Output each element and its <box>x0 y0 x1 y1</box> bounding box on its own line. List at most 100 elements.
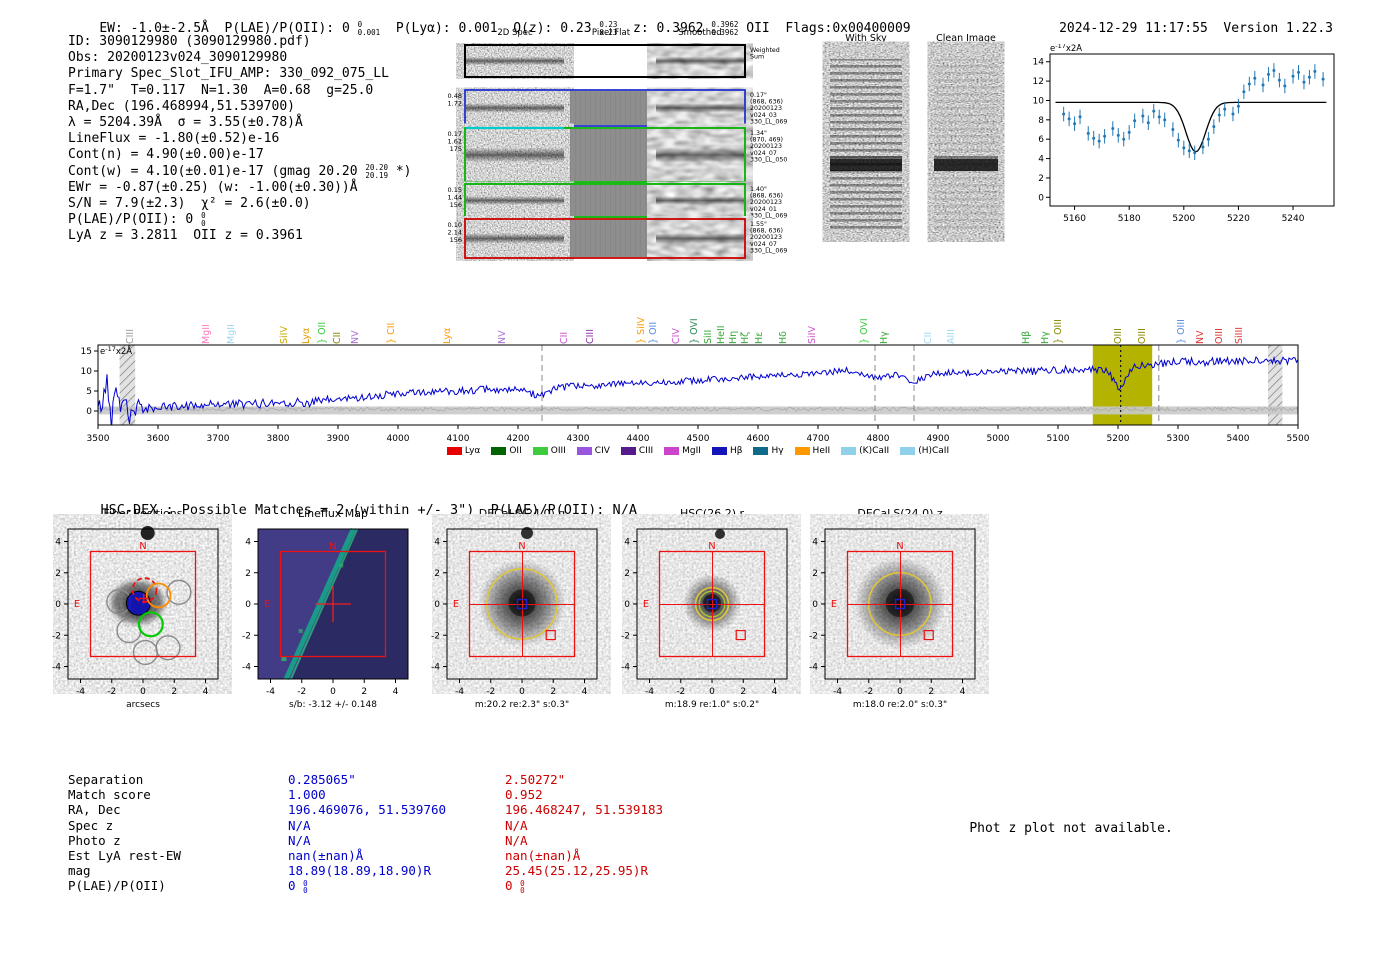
legend-label: Lyα <box>464 446 481 456</box>
z-stack: 0.3962 0.3962 <box>711 20 739 37</box>
legend-item: OIII <box>532 446 566 456</box>
legend-swatch <box>532 447 548 455</box>
panel-xlabel: m:18.9 re:1.0" s:0.2" <box>665 700 759 710</box>
y-tick-label: 2 <box>55 569 61 579</box>
compass-north-label: N <box>329 541 336 552</box>
y-tick-label: 4 <box>434 538 440 548</box>
legend-item: (H)CaII <box>900 446 949 456</box>
y-tick-label: 4 <box>55 538 61 548</box>
match-row-label: RA, Dec <box>68 802 121 818</box>
fiber-annotation: 20200123 <box>750 143 782 150</box>
legend-label: MgII <box>682 446 701 456</box>
x-tick-label: 0 <box>709 687 715 697</box>
full-spectrum-plot: e-17x2Å 0 5 10 15 3500 3600 3700 3800 3900 4000 410… <box>81 344 1310 444</box>
timestamp: 2024-12-29 11:17:55 Version 1.22.3 <box>1028 6 1333 51</box>
plya-value: P(Lyα): 0.001 <box>380 21 514 36</box>
match-heading-text: HSC-DEX : Possible Matches = 2 (within +… <box>100 502 637 518</box>
line-fit-plot: e-17x2Å 0 2 4 6 8 10 12 14 5160 5180 5200 5220 5240 <box>1033 44 1335 224</box>
x-tick-label: 5180 <box>1118 214 1141 224</box>
x-tick-label: 3800 <box>267 434 290 444</box>
x-tick-label: 5200 <box>1107 434 1130 444</box>
detection-info: ID: 3090129980 (3090129980.pdf) Obs: 2020… <box>68 34 411 245</box>
y-tick-label: 0 <box>434 600 440 610</box>
y-tick-label: -4 <box>242 663 251 673</box>
y-tick-label: 15 <box>81 347 92 357</box>
fiber-annotation: 20200123 <box>750 234 782 241</box>
match2-value: 0.952 <box>505 787 543 803</box>
match-table-row: Photo z N/A N/A <box>68 833 663 848</box>
info-line: LineFlux = -1.80(±0.52)e-16 <box>68 131 280 147</box>
fiber-annotation: Sum <box>750 54 764 61</box>
fiber-annotation: (870, 469) <box>750 137 783 144</box>
legend-swatch <box>664 447 680 455</box>
legend-item: (K)CaII <box>841 446 889 456</box>
match-table: Separation 0.285065" 2.50272" Match score 1.… <box>68 772 663 895</box>
sky-panel-title: Clean Image <box>936 33 996 44</box>
fiber-annotation: 330_LL_050 <box>750 156 787 163</box>
panel-xlabel: m:18.0 re:2.0" s:0.3" <box>853 700 947 710</box>
x-tick-label: 4300 <box>567 434 590 444</box>
match-table-row: Spec z N/A N/A <box>68 818 663 833</box>
legend-label: CIV <box>594 446 610 456</box>
y-tick-label: -4 <box>431 663 440 673</box>
line-fit-curve <box>1055 101 1327 153</box>
compass-north-label: N <box>139 541 146 552</box>
legend-item: Hγ <box>753 446 784 456</box>
fiber-annotation: 330_LL_069 <box>750 247 787 254</box>
legend-item: MgII <box>664 446 701 456</box>
x-tick-label: -4 <box>645 687 654 697</box>
error-window-box <box>846 550 954 658</box>
legend-label: Hβ <box>729 446 743 456</box>
x-tick-label: -2 <box>107 687 116 697</box>
spectrum-unit-label: e-17x2Å <box>100 345 132 357</box>
info-line: ID: 3090129980 (3090129980.pdf) <box>68 34 311 49</box>
x-tick-label: -4 <box>833 687 842 697</box>
emission-line-labels: CIII MgII MgII SiIV Lyα} OII CII NV} CII Lyα NV C… <box>98 258 1302 344</box>
y-tick-label: 14 <box>1033 58 1045 68</box>
legend-swatch <box>491 447 507 455</box>
match-table-row: mag 18.89(18.89,18.90)R 25.45(25.12,25.95)… <box>68 863 663 878</box>
x-tick-label: 4100 <box>447 434 470 444</box>
neighbor-box <box>923 629 934 641</box>
y-tick-label: -2 <box>621 631 630 641</box>
match-table-row: Separation 0.285065" 2.50272" <box>68 772 663 787</box>
match1-value: 1.000 <box>288 787 326 803</box>
masked-region <box>119 345 136 425</box>
info-line: Cont(n) = 4.90(±0.00)e-17 <box>68 147 264 163</box>
plae-value: P(LAE)/P(OII): 0 <box>224 21 358 36</box>
compass-east-label: E <box>831 599 837 610</box>
emission-line-label: } CII <box>386 322 398 344</box>
x-tick-label: 0 <box>897 687 903 697</box>
header-summary: EW: -1.0±-2.5Å P(LAE)/P(OII): 0 0 0.001 P… <box>68 6 910 52</box>
fiber-annotation: Weighted <box>750 47 780 54</box>
y-tick-label: 2 <box>434 569 440 579</box>
panel-xlabel: m:20.2 re:2.3" s:0.3" <box>475 700 569 710</box>
x-tick-label: 5220 <box>1227 214 1250 224</box>
x-tick-label: -2 <box>864 687 873 697</box>
emission-line-label: } OII <box>648 321 659 344</box>
x-tick-label: 5000 <box>987 434 1010 444</box>
legend-swatch <box>576 447 592 455</box>
y-tick-label: 0 <box>86 407 92 417</box>
compass-east-label: E <box>643 599 649 610</box>
legend-item: Hβ <box>711 446 743 456</box>
fiber-weight-label: 1.44 <box>448 194 462 202</box>
x-tick-label: 2 <box>928 687 934 697</box>
emission-line-label: } OVI <box>688 318 700 344</box>
cutout-row-border <box>464 127 746 183</box>
x-tick-label: 5200 <box>1172 214 1195 224</box>
detection-position-box <box>706 598 718 610</box>
photz-note-text: Phot z plot not available. <box>969 821 1173 836</box>
info-line: λ = 5204.39Å σ = 3.55(±0.78)Å <box>68 115 303 131</box>
cutout-row-border <box>464 44 746 78</box>
cutout-panel-image-2: DECaLS(24.0) g N E -4 -4 -2 -2 0 0 2 2 4 4 m:20.2 re:… <box>431 507 598 710</box>
fiber-weight-label: 0.17 <box>448 130 462 138</box>
panel-xlabel: arcsecs <box>126 700 160 710</box>
x-tick-label: 0 <box>330 687 336 697</box>
sky-image-panels: With Sky x, y: 868, 636 Clean Image x, y: 8… <box>827 33 1001 236</box>
